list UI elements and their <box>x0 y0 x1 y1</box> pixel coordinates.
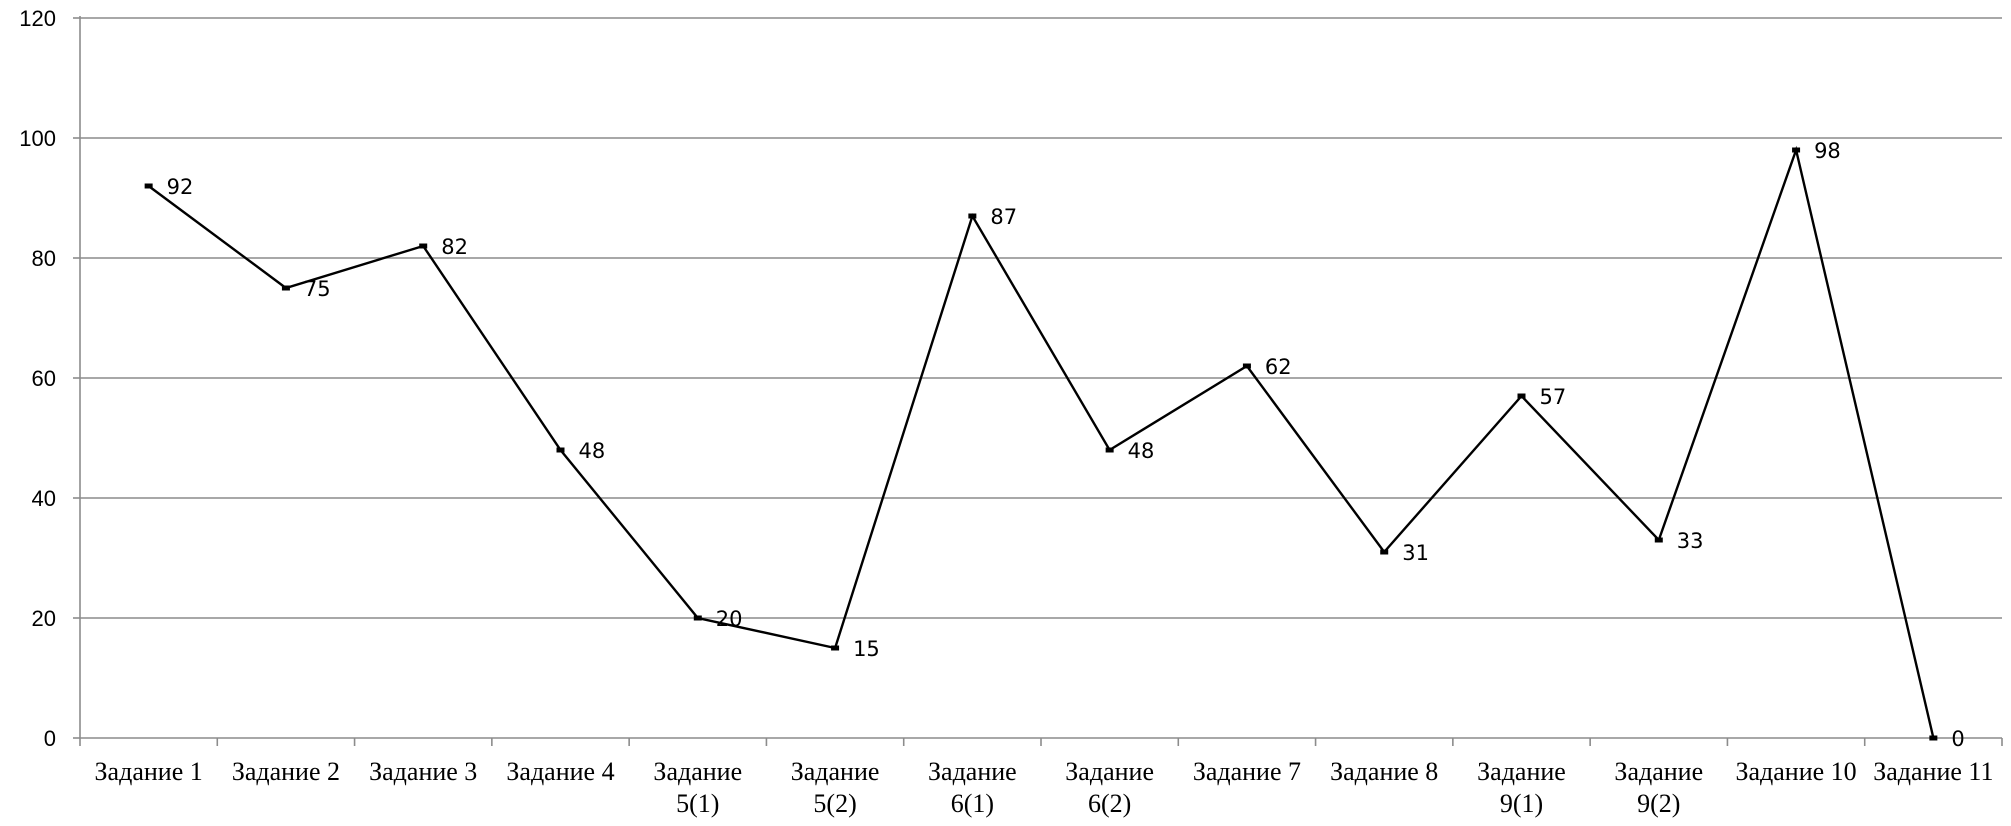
x-tick-label: Задание 4 <box>506 757 614 786</box>
x-tick-labels: Задание 1 Задание 2 Задание 3 Задание 4 Зада… <box>95 757 1994 818</box>
y-tick-labels: 0 20 40 60 80 100 120 <box>19 6 56 751</box>
data-label: 57 <box>1540 385 1567 409</box>
data-label: 62 <box>1265 355 1292 379</box>
data-label: 33 <box>1677 529 1704 553</box>
data-label: 20 <box>716 607 743 631</box>
data-label: 48 <box>1128 439 1155 463</box>
data-point <box>556 447 565 453</box>
data-label: 98 <box>1814 139 1841 163</box>
x-tick-label: Задание 7 <box>1193 757 1301 786</box>
x-tick-label: Задание 8 <box>1330 757 1438 786</box>
x-tick-label: Задание 1 <box>95 757 203 786</box>
data-label: 92 <box>167 175 194 199</box>
data-point <box>1654 537 1663 543</box>
data-label: 48 <box>579 439 606 463</box>
data-labels: 92 75 82 48 20 15 87 48 62 31 57 33 98 0 <box>167 139 1965 751</box>
data-point <box>1792 147 1801 153</box>
data-point <box>1517 393 1526 399</box>
x-tick-label: Задание 2 <box>232 757 340 786</box>
x-tick-label: Задание 5(2) <box>791 757 880 818</box>
y-tick-label: 40 <box>32 486 56 511</box>
data-point <box>1242 363 1251 369</box>
data-point <box>419 243 428 249</box>
x-tick-label: Задание 3 <box>369 757 477 786</box>
series-line <box>147 145 1935 739</box>
x-tick-label: Задание 5(1) <box>653 757 742 818</box>
data-label: 15 <box>853 637 880 661</box>
data-label: 75 <box>304 277 331 301</box>
x-tick-label: Задание 9(2) <box>1614 757 1703 818</box>
data-point <box>968 213 977 219</box>
y-tick-label: 120 <box>19 6 56 31</box>
y-tick-label: 100 <box>19 126 56 151</box>
y-tick-label: 60 <box>32 366 56 391</box>
data-point <box>281 285 290 291</box>
data-label: 0 <box>1951 727 1964 751</box>
x-tick-label: Задание 6(2) <box>1065 757 1154 818</box>
y-tick-label: 0 <box>44 726 56 751</box>
data-point <box>693 615 702 621</box>
data-point <box>1380 549 1389 555</box>
y-tick-label: 80 <box>32 246 56 271</box>
x-tick-label: Задание 11 <box>1873 757 1993 786</box>
data-point <box>1105 447 1114 453</box>
data-label: 87 <box>990 205 1017 229</box>
x-tick-label: Задание 6(1) <box>928 757 1017 818</box>
x-tick-label: Задание 10 <box>1735 757 1856 786</box>
axes <box>73 16 2003 746</box>
series <box>144 145 1938 741</box>
data-point <box>144 183 153 189</box>
data-label: 82 <box>441 235 468 259</box>
gridlines <box>80 17 2002 619</box>
y-tick-label: 20 <box>32 606 56 631</box>
data-label: 31 <box>1402 541 1429 565</box>
data-point <box>831 645 840 651</box>
x-tick-label: Задание 9(1) <box>1477 757 1566 818</box>
data-point <box>1929 735 1938 741</box>
